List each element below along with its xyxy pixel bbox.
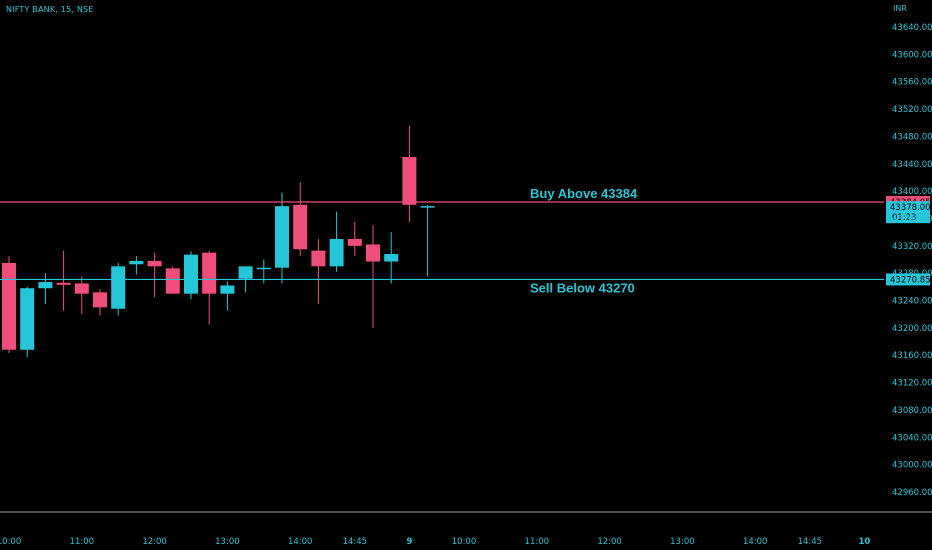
level-annotation: Buy Above 43384 — [530, 186, 638, 201]
candle-body — [184, 254, 198, 294]
candle-body — [347, 238, 362, 246]
last-price-text: 43378.00 — [890, 203, 931, 213]
time-tick-label: 11:00 — [525, 537, 550, 547]
time-tick-label: 12:00 — [597, 537, 622, 547]
candle-body — [20, 288, 35, 350]
candle-body — [74, 283, 89, 294]
candle-body — [129, 260, 144, 265]
price-tick-label: 42960.00 — [892, 488, 932, 498]
time-axis[interactable]: 10:00 11:00 12:00 13:00 14:00 14:45 9 10:00 11:0… — [0, 511, 932, 547]
time-tick-label: 12:00 — [142, 537, 167, 547]
symbol-title: NIFTY BANK, 15, NSE — [6, 5, 94, 14]
time-tick-label: 14:45 — [343, 537, 368, 547]
candle-body — [384, 254, 399, 262]
candle-body — [420, 206, 435, 208]
candle-body — [220, 285, 235, 294]
time-tick-label: 10 — [858, 537, 870, 547]
price-tick-label: 43520.00 — [892, 105, 932, 115]
time-tick-label: 10:00 — [0, 537, 21, 547]
candle-body — [366, 244, 380, 262]
level-annotation: Sell Below 43270 — [530, 280, 635, 295]
countdown-text: 01:23 — [892, 213, 917, 223]
candle-body — [111, 266, 126, 309]
price-tick-label: 43640.00 — [892, 23, 932, 33]
time-tick-label: 11:00 — [70, 537, 95, 547]
levels-layer: Buy Above 4338443384.05Sell Below 432704… — [0, 186, 931, 295]
candle-body — [329, 238, 344, 267]
candle-body — [56, 282, 71, 285]
price-tick-label: 43120.00 — [892, 379, 932, 389]
candle-body — [147, 260, 162, 267]
price-tick-label: 43440.00 — [892, 160, 932, 170]
price-tick-label: 43560.00 — [892, 78, 932, 88]
time-tick-label: 13:00 — [215, 537, 240, 547]
time-tick-label: 14:45 — [798, 537, 823, 547]
price-tick-label: 43200.00 — [892, 324, 932, 334]
level-price-tag-text: 43270.85 — [890, 275, 931, 285]
price-tick-label: 43360.00 — [892, 214, 932, 224]
level-price-tag — [886, 273, 930, 286]
time-tick-label: 14:00 — [288, 537, 313, 547]
candle-body — [93, 292, 107, 308]
price-tick-label: 43480.00 — [892, 132, 932, 142]
price-tick-label: 43400.00 — [892, 187, 932, 197]
price-tick-label: 43600.00 — [892, 50, 932, 60]
price-tick-label: 43080.00 — [892, 406, 932, 416]
candle-body — [2, 262, 16, 350]
candle-body — [275, 206, 289, 268]
candle-body — [293, 204, 308, 250]
candle-body — [38, 282, 53, 289]
time-tick-label: 9 — [406, 537, 412, 547]
price-tick-label: 43280.00 — [892, 269, 932, 279]
price-tick-label: 43040.00 — [892, 433, 932, 443]
price-axis[interactable]: 43640.00 43600.00 43560.00 43520.00 43480.00… — [892, 23, 932, 498]
candle-body — [165, 268, 180, 294]
time-tick-label: 10:00 — [452, 537, 477, 547]
time-tick-label: 14:00 — [743, 537, 768, 547]
price-tick-label: 43000.00 — [892, 461, 932, 471]
time-tick-label: 13:00 — [670, 537, 695, 547]
candles-layer — [2, 125, 435, 358]
price-tick-label: 43320.00 — [892, 242, 932, 252]
candle-body — [256, 267, 271, 270]
candle-body — [402, 156, 417, 205]
candle-body — [238, 266, 253, 279]
price-tick-label: 43240.00 — [892, 297, 932, 307]
candle-body — [202, 252, 217, 294]
price-tick-label: 43160.00 — [892, 351, 932, 361]
currency-label: INR — [893, 4, 907, 13]
candle-body — [311, 250, 326, 267]
last-price-tag — [886, 201, 930, 224]
